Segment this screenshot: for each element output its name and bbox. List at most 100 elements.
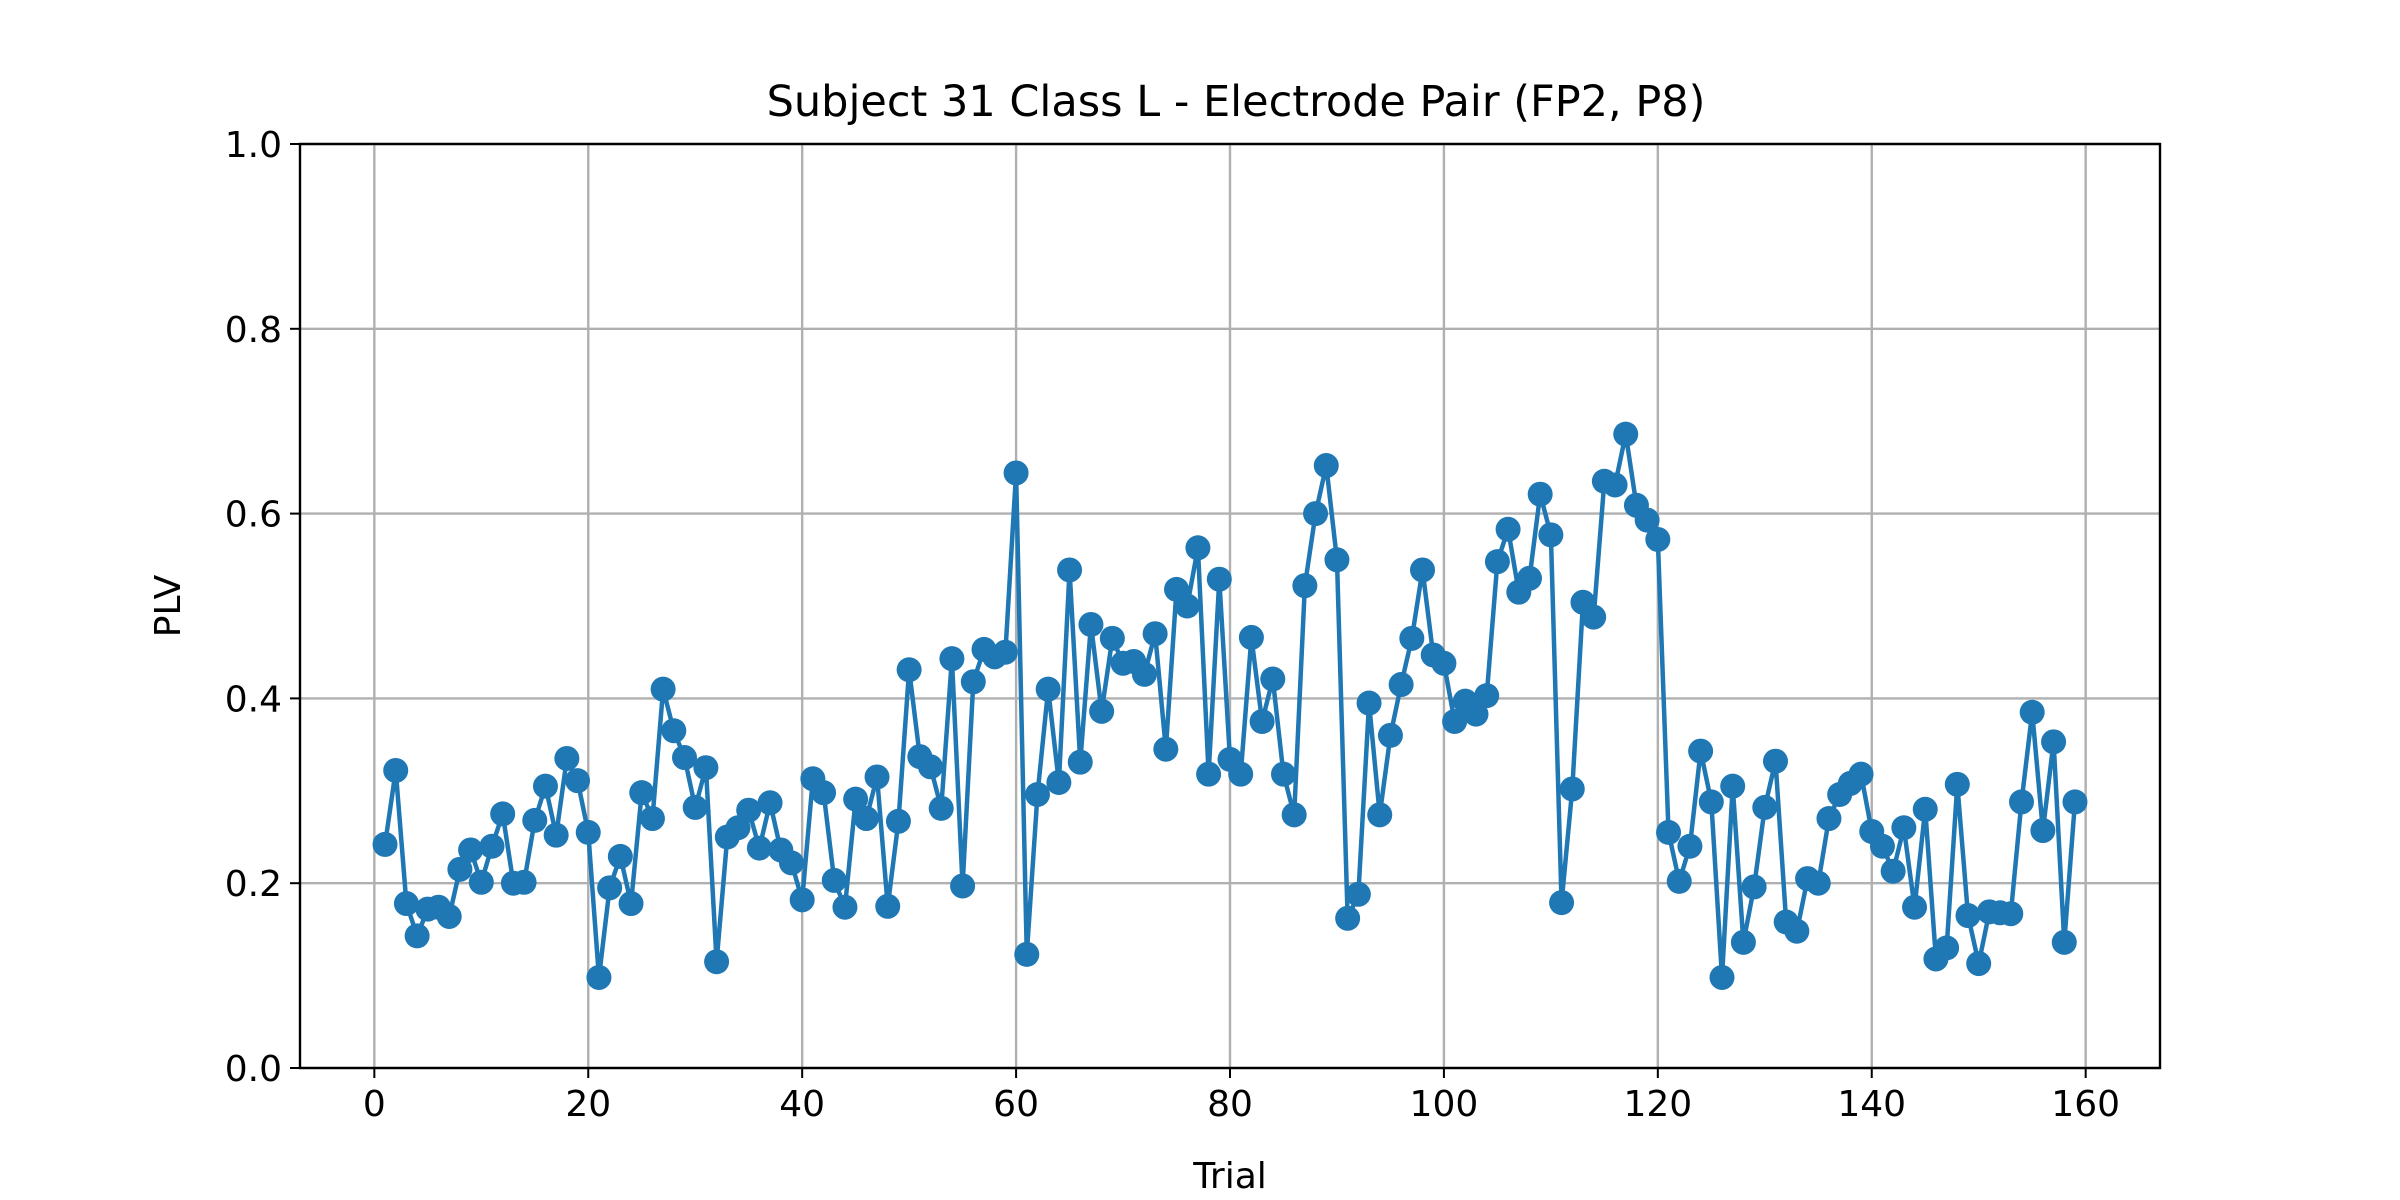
data-point — [1324, 547, 1350, 573]
data-point — [746, 835, 772, 861]
x-tick-label: 100 — [1410, 1084, 1479, 1125]
data-point — [1934, 935, 1960, 961]
data-point — [1549, 890, 1575, 916]
data-point — [404, 923, 430, 949]
data-point — [672, 745, 698, 771]
data-point — [853, 806, 879, 832]
data-point — [1292, 573, 1318, 599]
data-point — [1484, 549, 1510, 575]
data-point — [2062, 789, 2088, 815]
data-point — [1153, 736, 1179, 762]
data-point — [607, 843, 633, 869]
data-point — [693, 755, 719, 781]
data-point — [1249, 709, 1275, 734]
data-point — [522, 807, 548, 833]
data-point — [928, 795, 954, 821]
data-point — [832, 894, 858, 920]
data-point — [436, 903, 462, 929]
data-point — [1067, 749, 1093, 775]
data-point — [586, 964, 612, 990]
data-point — [1313, 453, 1339, 479]
data-point — [789, 887, 815, 913]
data-point — [629, 780, 655, 806]
data-point — [532, 773, 558, 799]
data-point — [885, 808, 911, 834]
data-point — [2051, 929, 2077, 955]
data-point — [1474, 683, 1500, 709]
data-point — [778, 850, 804, 876]
data-point — [1377, 722, 1403, 748]
y-tick-label: 1.0 — [225, 125, 282, 166]
data-point — [1784, 918, 1810, 944]
data-point — [1431, 650, 1457, 676]
data-point — [757, 790, 783, 816]
data-point — [1367, 802, 1393, 828]
data-point — [682, 794, 708, 820]
data-point — [1559, 776, 1585, 802]
data-point — [960, 669, 986, 695]
data-point — [821, 867, 847, 893]
data-point — [490, 801, 516, 827]
data-series — [372, 421, 2088, 990]
data-point — [811, 780, 837, 806]
data-point — [372, 831, 398, 857]
data-point — [2019, 699, 2045, 725]
x-tick-label: 60 — [993, 1084, 1039, 1125]
data-point — [1270, 761, 1296, 787]
data-point — [1035, 676, 1061, 702]
data-point — [1345, 881, 1371, 907]
data-point — [1014, 941, 1040, 967]
data-point — [1281, 802, 1307, 828]
x-tick-label: 160 — [2051, 1084, 2120, 1125]
data-point — [1516, 565, 1542, 591]
data-point — [447, 856, 473, 882]
data-point — [1228, 761, 1254, 787]
data-point — [1495, 516, 1521, 542]
data-point — [918, 754, 944, 780]
data-point — [1463, 701, 1489, 727]
x-tick-label: 20 — [565, 1084, 611, 1125]
data-point — [950, 873, 976, 899]
data-point — [992, 639, 1018, 665]
chart-title: Subject 31 Class L - Electrode Pair (FP2… — [767, 77, 1706, 127]
data-point — [575, 819, 601, 845]
data-point — [1720, 773, 1746, 799]
x-tick-label: 80 — [1207, 1084, 1253, 1125]
data-point — [511, 869, 537, 895]
data-point — [1099, 625, 1125, 651]
data-point — [1410, 557, 1436, 583]
data-point — [639, 806, 665, 832]
data-point — [1303, 501, 1329, 527]
data-point — [1399, 625, 1425, 651]
data-point — [1388, 672, 1414, 698]
data-point — [875, 893, 901, 919]
data-point — [1602, 472, 1628, 498]
data-point — [704, 949, 730, 975]
data-point — [2041, 729, 2067, 755]
data-point — [1634, 507, 1660, 533]
data-point — [1356, 690, 1382, 716]
data-point — [843, 786, 869, 812]
data-point — [458, 837, 484, 863]
data-point — [1752, 794, 1778, 820]
y-axis-label: PLV — [148, 574, 189, 637]
data-point — [1581, 604, 1607, 630]
data-point — [618, 891, 644, 917]
data-point — [1741, 874, 1767, 900]
data-point — [1998, 901, 2024, 927]
data-point — [1891, 815, 1917, 841]
data-point — [1335, 905, 1361, 931]
x-tick-label: 120 — [1623, 1084, 1692, 1125]
data-point — [650, 676, 676, 702]
data-point — [1057, 557, 1083, 583]
data-point — [554, 745, 580, 771]
data-point — [1955, 903, 1981, 929]
x-tick-label: 0 — [363, 1084, 386, 1125]
data-point — [1709, 964, 1735, 990]
data-point — [1174, 593, 1200, 619]
x-tick-label: 40 — [779, 1084, 825, 1125]
x-tick-label: 140 — [1837, 1084, 1906, 1125]
data-point — [1698, 789, 1724, 815]
data-point — [1762, 748, 1788, 774]
data-point — [1003, 460, 1029, 486]
